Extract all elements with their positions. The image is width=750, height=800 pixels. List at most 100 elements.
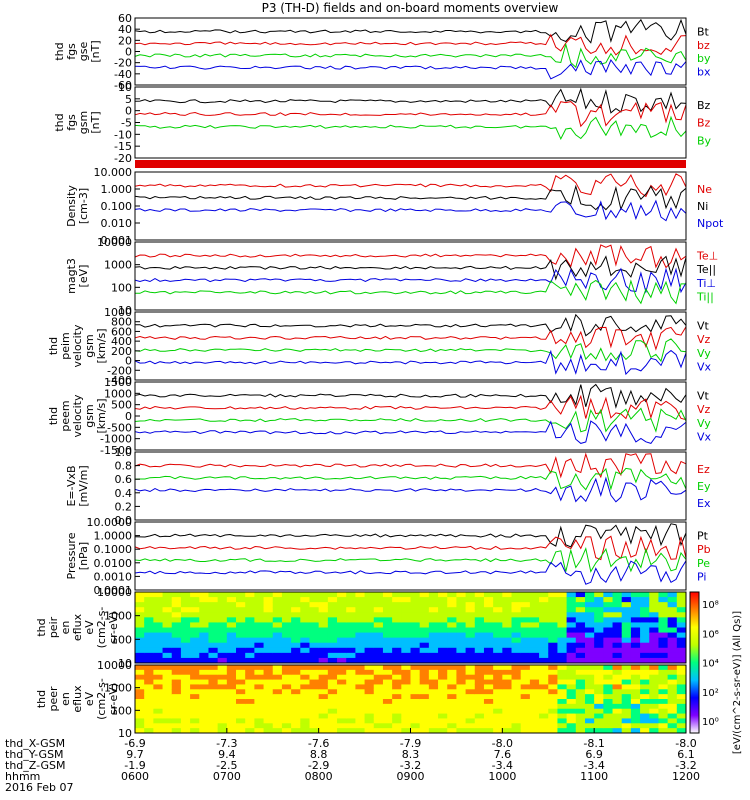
- spectrogram-cell: [474, 652, 485, 659]
- legend-entry: Vx: [697, 360, 712, 373]
- spectrogram-cell: [392, 699, 402, 705]
- spectrogram-cell: [309, 684, 320, 690]
- spectrogram-cell: [245, 699, 255, 705]
- spectrogram-cell: [557, 652, 568, 659]
- spectrogram-cell: [594, 728, 604, 734]
- spectrogram-cell: [483, 597, 494, 603]
- spectrogram-cell: [649, 703, 659, 710]
- spectrogram-cell: [171, 597, 182, 603]
- spectrogram-cell: [465, 652, 476, 659]
- spectrogram-cell: [401, 718, 411, 724]
- spectrogram-cell: [236, 679, 246, 685]
- spectrogram-cell: [465, 689, 476, 695]
- spectrogram-cell: [401, 622, 411, 628]
- spectrogram-cell: [502, 718, 513, 724]
- spectrogram-cell: [373, 657, 384, 664]
- y-tick-label: 0.100: [101, 200, 133, 213]
- panel-frame: [134, 171, 687, 241]
- spectrogram-cell: [419, 728, 430, 734]
- y-tick-label: -20: [114, 152, 132, 165]
- spectrogram-cell: [254, 617, 265, 623]
- spectrogram-cell: [612, 627, 623, 634]
- spectrogram-cell: [318, 657, 329, 664]
- spectrogram-cell: [630, 718, 641, 724]
- spectrogram-cell: [263, 703, 274, 710]
- spectrogram-cell: [584, 699, 595, 705]
- legend-entry: Npot: [697, 217, 724, 230]
- spectrogram-cell: [236, 694, 246, 700]
- spectrogram-cell: [447, 622, 457, 628]
- spectrogram-cell: [676, 602, 687, 608]
- spectrogram-cell: [226, 622, 237, 628]
- spectrogram-cell: [557, 718, 568, 724]
- spectrogram-cell: [208, 637, 219, 644]
- y-tick-label: -200: [107, 364, 132, 377]
- spectrogram-cell: [566, 647, 577, 654]
- spectrogram-cell: [539, 642, 549, 649]
- spectrogram-cell: [327, 728, 338, 734]
- spectrogram-cell: [676, 708, 687, 715]
- spectrogram-cell: [337, 652, 347, 659]
- spectrogram-cell: [493, 617, 503, 623]
- spectrogram-cell: [254, 627, 265, 634]
- spectrogram-cell: [658, 612, 669, 618]
- spectrogram-cell: [557, 592, 568, 598]
- spectrogram-cell: [575, 728, 586, 734]
- spectrogram-cell: [456, 699, 467, 705]
- spectrogram-cell: [153, 689, 164, 695]
- spectrogram-cell: [584, 612, 595, 618]
- spectrogram-cell: [438, 612, 448, 618]
- spectrogram-cell: [447, 657, 457, 664]
- spectrogram-cell: [502, 647, 513, 654]
- spectrogram-cell: [373, 708, 384, 715]
- spectrogram-cell: [649, 622, 659, 628]
- spectrogram-cell: [548, 627, 558, 634]
- spectrogram-cell: [263, 627, 274, 634]
- spectrogram-cell: [511, 684, 522, 690]
- spectrogram-cell: [603, 718, 614, 724]
- spectrogram-cell: [309, 607, 320, 613]
- spectrogram-cell: [208, 607, 219, 613]
- spectrogram-cell: [612, 642, 623, 649]
- spectrogram-cell: [566, 622, 577, 628]
- spectrogram-cell: [456, 684, 467, 690]
- spectrogram-cell: [208, 713, 219, 719]
- series-line-vx: [134, 349, 687, 376]
- spectrogram-cell: [190, 703, 200, 710]
- plot-title: P3 (TH-D) fields and on-board moments ov…: [262, 1, 559, 15]
- spectrogram-cell: [594, 627, 604, 634]
- spectrogram-cell: [658, 684, 669, 690]
- spectrogram-cell: [382, 627, 393, 634]
- spectrogram-cell: [584, 632, 595, 639]
- spectrogram-cell: [291, 665, 301, 671]
- spectrogram-cell: [676, 652, 687, 659]
- spectrogram-cell: [483, 602, 494, 608]
- legend-entry: Pb: [697, 543, 711, 556]
- y-tick-label: 1500: [104, 376, 132, 389]
- y-axis-label: magt3[eV]: [65, 258, 90, 294]
- spectrogram-cell: [327, 637, 338, 644]
- spectrogram-cell: [630, 723, 641, 729]
- spectrogram-cell: [575, 637, 586, 644]
- spectrogram-cell: [603, 632, 614, 639]
- spectrogram-cell: [263, 642, 274, 649]
- spectrogram-cell: [529, 703, 540, 710]
- spectrogram-cell: [355, 642, 366, 649]
- spectrogram-cell: [539, 592, 549, 598]
- spectrogram-cell: [281, 617, 292, 623]
- spectrogram-cell: [373, 592, 384, 598]
- spectrogram-cell: [190, 607, 200, 613]
- spectrogram-cell: [548, 674, 558, 681]
- spectrogram-cell: [135, 679, 145, 685]
- spectrogram-cell: [483, 592, 494, 598]
- spectrogram-cell: [584, 665, 595, 671]
- series-line-ex: [134, 476, 687, 503]
- spectrogram-cell: [493, 597, 503, 603]
- spectrogram-cell: [199, 665, 209, 671]
- spectrogram-cell: [465, 703, 476, 710]
- y-tick-label: 100: [111, 704, 132, 717]
- spectrogram-cell: [135, 612, 145, 618]
- series-line-bt: [134, 18, 687, 44]
- spectrogram-cell: [630, 617, 641, 623]
- spectrogram-cell: [190, 718, 200, 724]
